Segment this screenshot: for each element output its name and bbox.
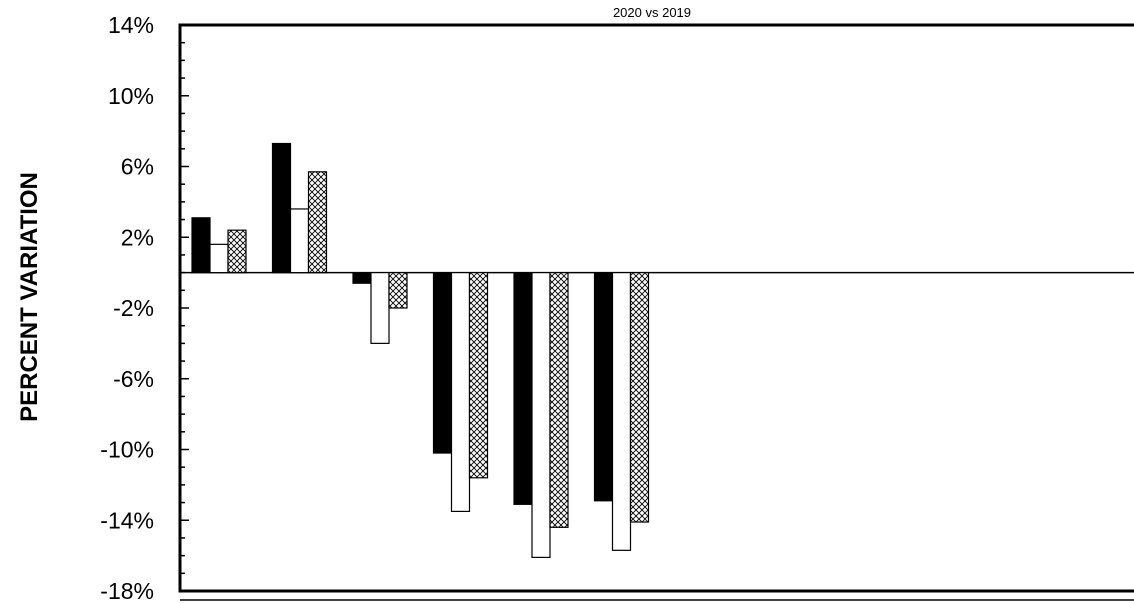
bar-series-3-cat-1 [227,229,247,274]
bar-series-2-cat-3 [370,272,390,344]
bar-series-1-cat-4 [432,272,453,454]
bar-series-1-cat-2 [271,142,292,274]
bar-series-1-cat-1 [191,217,211,274]
bar-series-3-cat-6 [629,272,650,523]
bar-series-1-cat-5 [513,272,533,505]
y-tick-label: 14% [108,12,154,38]
y-axis-label: PERCENT VARIATION [16,172,43,422]
y-tick-label: 10% [108,83,154,109]
plot-area: 14% 10% 6% 2% -2% -6% -10% -14% -18% [100,12,1134,603]
bar-series-3-cat-5 [549,272,569,528]
bar-series-1-cat-3 [352,272,372,284]
bar-series-2-cat-5 [531,272,551,558]
bar-series-1-cat-6 [593,272,614,502]
y-tick-label: -10% [100,437,154,463]
bar-series-2-cat-4 [450,272,471,513]
y-tick-label: 2% [121,224,154,250]
bar-series-3-cat-2 [307,171,328,274]
y-tick-label: -14% [100,507,154,533]
bar-series-2-cat-2 [289,208,310,274]
y-tick-label: -18% [100,578,154,603]
bar-series-2-cat-6 [611,272,632,551]
bar-series-3-cat-3 [388,272,408,309]
y-tick-label: -2% [113,295,154,321]
y-tick-label: 6% [121,154,154,180]
bar-series-2-cat-1 [209,243,229,274]
y-tick-label: -6% [113,366,154,392]
bar-series-3-cat-4 [468,272,489,479]
chart-subtitle: 2020 vs 2019 [613,5,691,20]
